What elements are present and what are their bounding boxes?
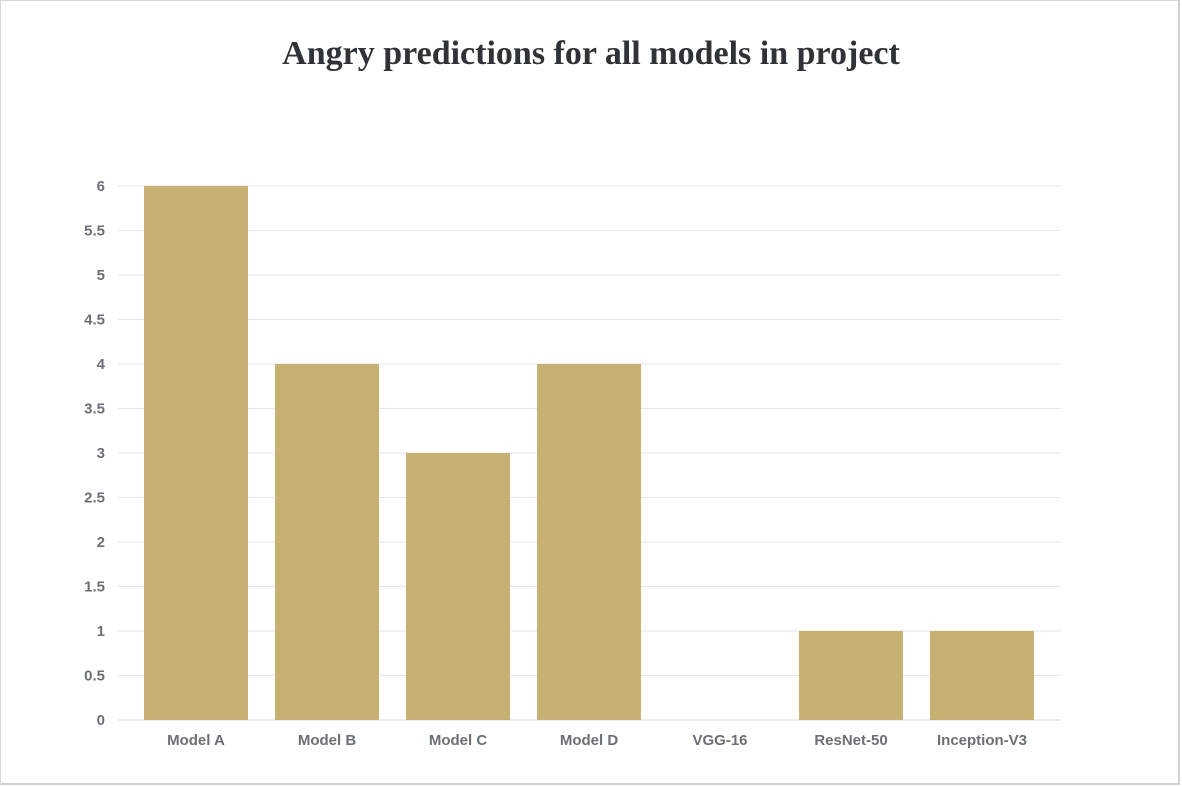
y-axis-ticks: 0 0.5 1 1.5 2 2.5 3 3.5 4 4.5 5 5.5 6 <box>84 178 106 729</box>
bar-model-b[interactable] <box>275 364 379 720</box>
bar-inception-v3[interactable] <box>930 631 1034 720</box>
x-tick-label: VGG-16 <box>692 732 747 749</box>
x-tick-label: Model B <box>298 732 356 749</box>
x-tick-label: Model D <box>560 732 618 749</box>
y-tick-label: 2.5 <box>84 490 105 507</box>
y-tick-label: 0.5 <box>84 668 105 685</box>
y-tick-label: 1 <box>97 623 105 640</box>
chart-title: Angry predictions for all models in proj… <box>282 35 900 72</box>
x-tick-label: Model A <box>167 732 225 749</box>
y-tick-label: 5.5 <box>84 223 105 240</box>
bar-model-d[interactable] <box>537 364 641 720</box>
y-tick-label: 3 <box>97 445 105 462</box>
y-tick-label: 5 <box>97 267 105 284</box>
x-tick-label: ResNet-50 <box>814 732 887 749</box>
y-tick-label: 6 <box>97 178 105 195</box>
x-tick-label: Model C <box>429 732 487 749</box>
y-tick-label: 4.5 <box>84 312 105 329</box>
x-axis-labels: Model A Model B Model C Model D VGG-16 ResNet… <box>167 732 1027 749</box>
x-tick-label: Inception-V3 <box>937 732 1027 749</box>
bar-resnet-50[interactable] <box>799 631 903 720</box>
bar-model-a[interactable] <box>144 186 248 720</box>
y-tick-label: 1.5 <box>84 579 105 596</box>
y-tick-label: 0 <box>97 712 105 729</box>
bars <box>144 186 1034 720</box>
y-tick-label: 3.5 <box>84 401 105 418</box>
bar-model-c[interactable] <box>406 453 510 720</box>
y-tick-label: 4 <box>97 356 106 373</box>
y-tick-label: 2 <box>97 534 105 551</box>
